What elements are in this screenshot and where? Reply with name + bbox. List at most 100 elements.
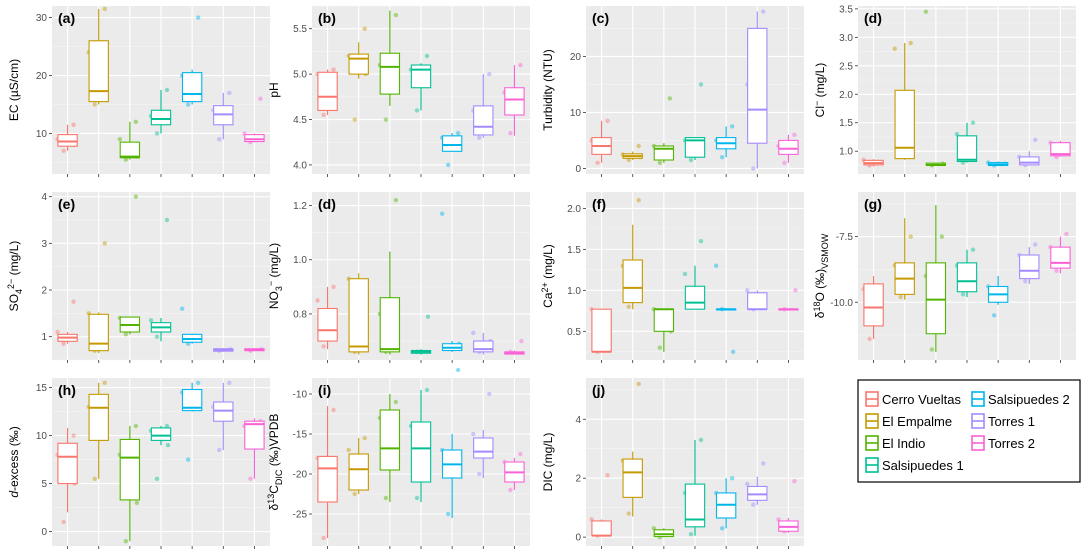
panel-d1: 1.0 1.5 2.0 2.5 3.0 3.5 (d) Cl− (mg/L) xyxy=(812,4,1076,177)
box-salsipuedes-1 xyxy=(410,314,432,355)
data-point xyxy=(793,288,798,293)
box-body xyxy=(684,285,706,310)
panel-label: (g) xyxy=(864,196,882,212)
data-point xyxy=(61,519,66,525)
panel-label: (i) xyxy=(318,382,331,398)
box-el-empalme xyxy=(346,26,369,122)
data-point xyxy=(698,437,704,443)
data-point xyxy=(331,407,336,413)
box-torres-2 xyxy=(504,338,525,355)
panel-i: -25 -20 -15 -10 (i) δ13CDIC (‰)VPDB xyxy=(266,367,530,549)
box-el-indio xyxy=(923,205,947,353)
data-point xyxy=(1023,279,1028,284)
y-tick-label: 1.0 xyxy=(839,147,853,158)
y-axis-label: Turbidity (NTU) xyxy=(541,49,555,131)
data-point xyxy=(315,298,320,303)
box-torres-1 xyxy=(745,288,768,312)
box-body xyxy=(591,308,612,353)
y-tick-label: -10 xyxy=(293,390,308,401)
legend-item-salsipuedes-2: Salsipuedes 2 xyxy=(971,391,1070,407)
panel-a: 10 20 30 (a) EC (µS/cm) xyxy=(7,6,270,177)
panel-e: 1 2 3 4 (e) SO42− (mg/L) xyxy=(6,192,270,363)
y-tick-label: 1.0 xyxy=(567,286,581,297)
y-axis-label: SO42− (mg/L) xyxy=(6,241,24,312)
panel-label: (d) xyxy=(318,196,336,212)
y-tick-label: 4 xyxy=(41,192,47,203)
y-tick-label: 0 xyxy=(575,533,581,544)
data-point xyxy=(102,6,107,12)
box-body xyxy=(88,393,109,441)
panel-d2: 0.8 1.0 1.2 (d) NO3− (mg/L) xyxy=(266,192,530,363)
data-point xyxy=(792,132,797,137)
data-point xyxy=(321,112,326,118)
box-salsipuedes-2 xyxy=(439,211,463,352)
data-point xyxy=(164,423,170,429)
box-cerro-vueltas xyxy=(861,276,884,342)
data-point xyxy=(719,526,725,531)
legend-label: Salsipuedes 2 xyxy=(988,392,1070,407)
box-body xyxy=(1019,254,1040,280)
data-point xyxy=(657,345,663,350)
box-body xyxy=(894,89,915,160)
data-point xyxy=(102,241,107,246)
box-el-empalme xyxy=(346,273,369,355)
y-tick-label: 5 xyxy=(41,479,47,490)
y-tick-label: 3 xyxy=(41,239,47,250)
data-point xyxy=(605,473,610,478)
box-body xyxy=(119,141,141,159)
data-point xyxy=(751,166,756,171)
box-body xyxy=(348,278,369,353)
y-axis-label: Cl− (mg/L) xyxy=(812,63,827,118)
data-point xyxy=(688,532,694,537)
data-point xyxy=(123,332,129,337)
data-point xyxy=(117,137,123,142)
y-tick-label: 0.5 xyxy=(567,327,581,338)
data-point xyxy=(636,197,641,203)
box-body xyxy=(379,297,401,353)
data-point xyxy=(362,435,367,441)
data-point xyxy=(383,117,389,122)
data-point xyxy=(626,304,631,309)
box-cerro-vueltas xyxy=(55,122,78,154)
y-tick-label: 2.5 xyxy=(839,61,853,72)
y-tick-label: -15 xyxy=(293,430,308,441)
box-body xyxy=(653,308,675,332)
data-point xyxy=(761,461,766,466)
data-point xyxy=(71,433,76,438)
data-point xyxy=(424,53,430,59)
data-point xyxy=(321,535,326,541)
box-el-indio xyxy=(117,119,141,162)
data-point xyxy=(154,131,160,136)
y-tick-label: 10 xyxy=(570,108,582,119)
y-axis-label: DIC (mg/L) xyxy=(541,433,555,492)
panel-b: 4.0 4.5 5.0 5.5 (b) pH xyxy=(267,5,530,177)
data-point xyxy=(133,119,139,125)
box-body xyxy=(244,134,265,143)
data-point xyxy=(908,234,913,239)
data-point xyxy=(477,471,482,477)
box-cerro-vueltas xyxy=(55,427,78,525)
box-body xyxy=(379,52,401,95)
data-point xyxy=(346,447,351,453)
data-point xyxy=(792,478,797,484)
box-salsipuedes-2 xyxy=(713,476,737,531)
box-el-empalme xyxy=(86,6,109,107)
box-body xyxy=(1050,246,1071,269)
box-el-empalme xyxy=(620,381,643,517)
panel-label: (a) xyxy=(58,10,75,26)
box-body xyxy=(1050,142,1071,157)
box-body xyxy=(119,438,141,501)
box-body xyxy=(591,520,612,537)
data-point xyxy=(445,162,451,168)
box-body xyxy=(504,87,525,116)
box-salsipuedes-1 xyxy=(148,87,172,136)
data-point xyxy=(61,148,66,154)
data-point xyxy=(217,447,222,453)
data-point xyxy=(471,431,476,437)
box-body xyxy=(653,529,675,538)
box-cerro-vueltas xyxy=(315,284,338,350)
data-point xyxy=(908,40,913,46)
data-point xyxy=(165,443,171,448)
data-point xyxy=(471,330,476,336)
box-body xyxy=(181,388,203,412)
